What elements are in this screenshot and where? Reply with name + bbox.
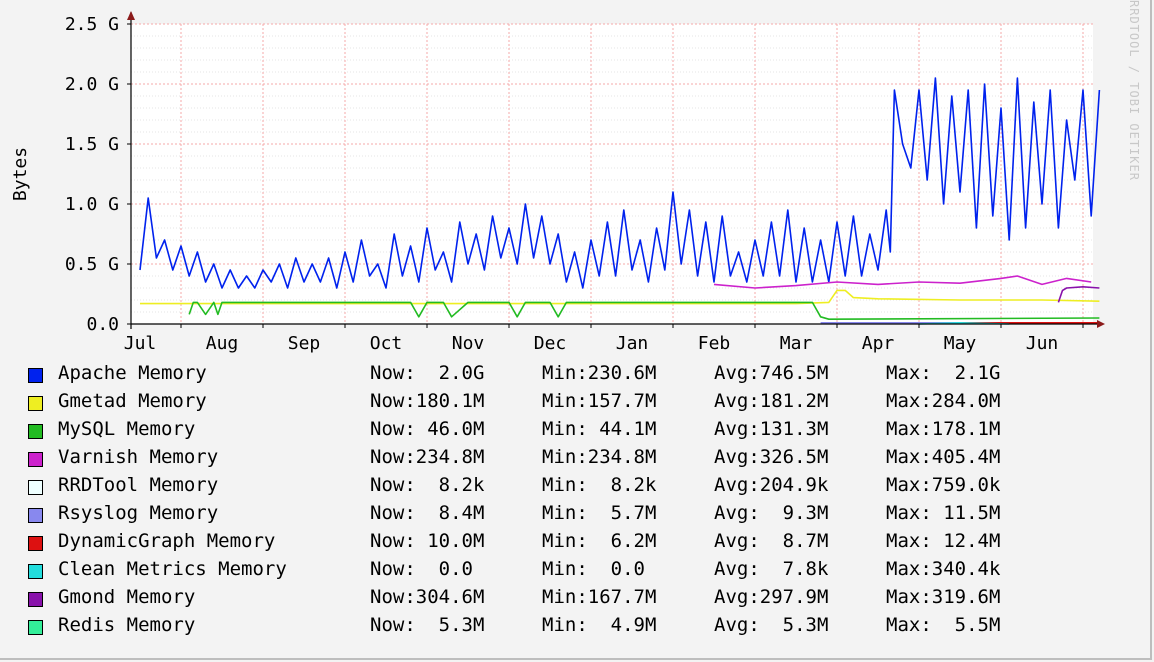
legend-min: Min: 4.9M [542,614,657,636]
legend-max: Max:405.4M [886,446,1001,468]
watermark: RRDTOOL / TOBI OETIKER [1127,0,1141,181]
plot-area [131,24,1093,324]
legend-min: Min: 44.1M [542,418,657,440]
series-line-mysql-memory [188,301,1100,321]
legend-max: Max: 11.5M [886,502,1001,524]
x-tick-label: Jul [124,333,157,354]
x-tick-label: Jun [1026,333,1059,354]
legend-max: Max:319.6M [886,586,1001,608]
legend-name: Gmetad Memory [58,390,207,412]
legend-name: MySQL Memory [58,418,196,440]
legend-now: Now: 5.3M [370,614,485,636]
x-tick-label: Oct [370,333,403,354]
legend-min: Min: 8.2k [542,474,657,496]
x-tick-label: Aug [206,333,239,354]
legend-avg: Avg:297.9M [714,586,829,608]
x-tick-label: Apr [862,333,895,354]
y-tick-label: 2.5 G [65,14,119,35]
x-tick-label: Nov [452,333,485,354]
legend-max: Max: 5.5M [886,614,1001,636]
legend-now: Now: 46.0M [370,418,485,440]
legend-avg: Avg: 7.8k [714,558,829,580]
x-tick-labels: Jul Aug Sep Oct Nov Dec Jan Feb Mar Apr May Jun [124,333,1059,354]
x-tick-label: Dec [534,333,567,354]
legend-swatch [28,508,43,523]
y-tick-label: 2.0 G [65,74,119,95]
x-tick-label: Sep [288,333,321,354]
legend-swatch [28,536,43,551]
axes [127,11,1105,329]
legend-name: Redis Memory [58,614,196,636]
legend-avg: Avg:131.3M [714,418,829,440]
legend-min: Min: 0.0 [542,558,645,580]
legend-max: Max: 12.4M [886,530,1001,552]
legend-min: Min:157.7M [542,390,657,412]
legend-now: Now: 8.2k [370,474,485,496]
legend-max: Max:284.0M [886,390,1001,412]
x-tick-label: Feb [698,333,731,354]
series-lines [139,77,1101,325]
legend-now: Now: 10.0M [370,530,485,552]
legend-name: Gmond Memory [58,586,196,608]
legend-max: Max:340.4k [886,558,1001,580]
y-axis-arrow [127,11,135,20]
y-tick-labels: 0.0 0.5 G 1.0 G 1.5 G 2.0 G 2.5 G [65,14,119,335]
series-line-apache-memory [139,77,1101,289]
legend-avg: Avg:746.5M [714,362,829,384]
legend-swatch [28,480,43,495]
legend-now: Now:234.8M [370,446,485,468]
legend-now: Now: 0.0 [370,558,473,580]
legend-now: Now: 8.4M [370,502,485,524]
legend-name: DynamicGraph Memory [58,530,276,552]
legend-name: Clean Metrics Memory [58,558,287,580]
memory-chart: 0.0 0.5 G 1.0 G 1.5 G 2.0 G 2.5 G Jul Aug Sep Oc… [10,0,1141,354]
series-line-varnish-memory [713,275,1092,289]
legend-avg: Avg: 8.7M [714,530,829,552]
legend-now: Now:304.6M [370,586,485,608]
legend-avg: Avg:204.9k [714,474,829,496]
legend-min: Min: 6.2M [542,530,657,552]
legend-max: Max:759.0k [886,474,1001,496]
legend-swatch [28,620,43,635]
legend-name: RRDTool Memory [58,474,219,496]
x-tick-label: Mar [780,333,813,354]
legend-min: Min:230.6M [542,362,657,384]
legend-name: Apache Memory [58,362,207,384]
legend-avg: Avg:181.2M [714,390,829,412]
series-line-gmond-memory [1057,285,1100,303]
y-axis-label: Bytes [10,147,31,201]
y-tick-label: 1.5 G [65,134,119,155]
legend-avg: Avg: 9.3M [714,502,829,524]
legend-now: Now: 2.0G [370,362,485,384]
legend-max: Max: 2.1G [886,362,1001,384]
legend-swatch [28,592,43,607]
x-tick-label: Jan [616,333,649,354]
legend-swatch [28,396,43,411]
legend-swatch [28,368,43,383]
legend-name: Rsyslog Memory [58,502,219,524]
legend-avg: Avg:326.5M [714,446,829,468]
legend-max: Max:178.1M [886,418,1001,440]
legend-min: Min:167.7M [542,586,657,608]
y-tick-label: 0.0 [86,314,119,335]
legend-swatch [28,564,43,579]
legend-swatch [28,424,43,439]
x-tick-label: May [944,333,977,354]
legend-now: Now:180.1M [370,390,485,412]
legend-avg: Avg: 5.3M [714,614,829,636]
y-tick-label: 0.5 G [65,254,119,275]
legend-min: Min: 5.7M [542,502,657,524]
x-axis-arrow [1097,320,1105,328]
y-tick-label: 1.0 G [65,194,119,215]
legend-name: Varnish Memory [58,446,219,468]
legend-swatch [28,452,43,467]
legend-min: Min:234.8M [542,446,657,468]
